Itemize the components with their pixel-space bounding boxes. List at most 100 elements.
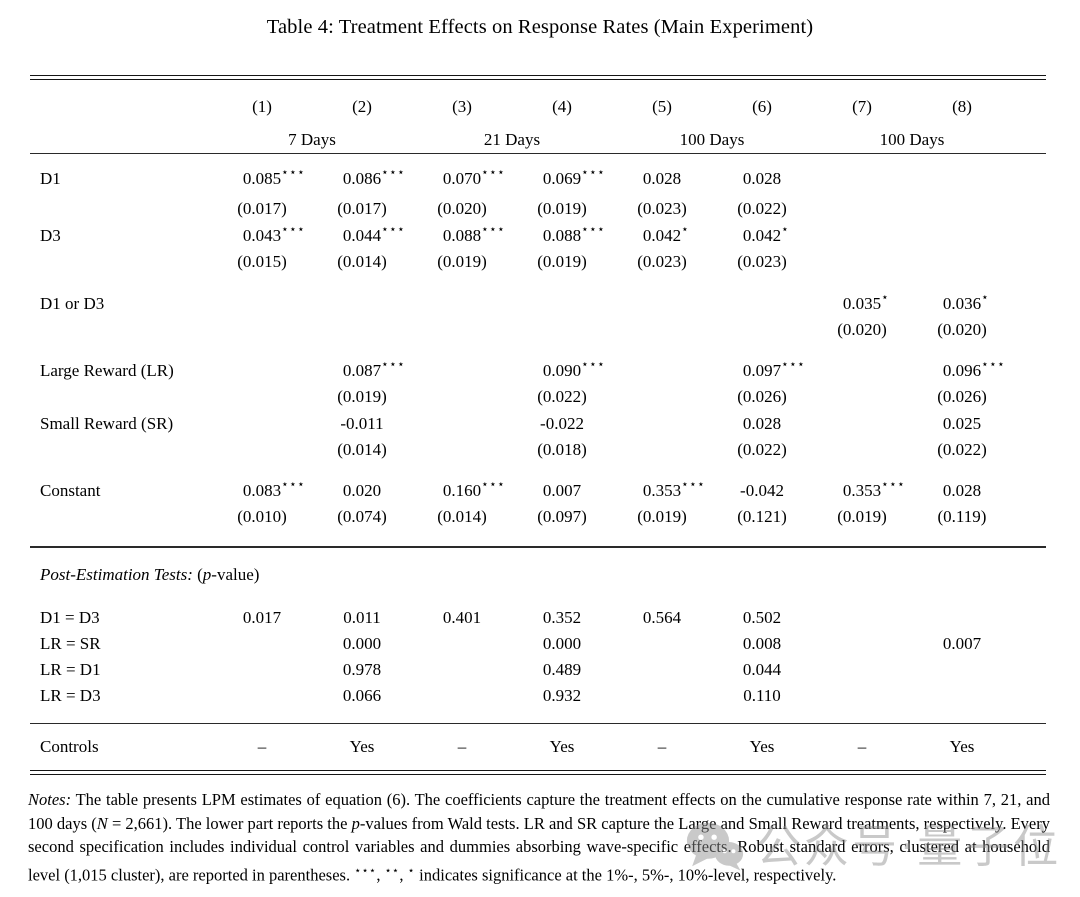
pvalue-cell: [812, 657, 912, 683]
coef-cell: [212, 290, 312, 317]
col-header: (4): [552, 97, 572, 116]
se-cell: (0.121): [737, 507, 787, 526]
se-cell: [712, 317, 812, 343]
coef-cell: 0.353 ⋆⋆⋆: [842, 476, 906, 500]
row-label: D1 = D3: [40, 607, 100, 627]
coef-cell: [612, 410, 712, 437]
se-cell: (0.020): [437, 199, 487, 218]
coef-cell: 0.083 ⋆⋆⋆: [242, 476, 306, 500]
se-cell: (0.097): [537, 507, 587, 526]
coef-cell: 0.007: [542, 480, 582, 500]
se-cell: (0.023): [737, 252, 787, 271]
table-row: (0.015) (0.014) (0.019) (0.019) (0.023) …: [30, 249, 1046, 275]
controls-row: Controls – Yes – Yes – Yes – Yes: [30, 724, 1046, 770]
pvalue-cell: 0.066: [342, 685, 382, 705]
se-cell: (0.074): [337, 507, 387, 526]
se-cell: [812, 249, 912, 275]
pvalue-cell: 0.502: [742, 607, 782, 627]
coef-cell: 0.088 ⋆⋆⋆: [442, 221, 506, 245]
regression-table: (1) (2) (3) (4) (5) (6) (7) (8) 7 Days 2…: [30, 75, 1046, 775]
coef-cell: 0.097 ⋆⋆⋆: [742, 356, 806, 380]
se-cell: [912, 196, 1012, 222]
col-header: (5): [652, 97, 672, 116]
table-row: Small Reward (SR) -0.011 -0.022 0.028 0.…: [30, 410, 1046, 437]
page-title: Table 4: Treatment Effects on Response R…: [266, 16, 814, 38]
pvalue-cell: [812, 605, 912, 631]
spacer-row: [30, 593, 1046, 605]
coef-cell: 0.035 ⋆: [842, 289, 890, 313]
se-cell: [912, 249, 1012, 275]
row-label: D1: [40, 168, 61, 188]
se-cell: [612, 384, 712, 410]
coef-cell: [912, 222, 1012, 249]
header-filler: [1012, 126, 1046, 154]
controls-cell: Yes: [349, 737, 375, 756]
se-cell: (0.022): [937, 440, 987, 459]
se-cell: [212, 437, 312, 463]
se-cell: [412, 317, 512, 343]
col-header: (3): [452, 97, 472, 116]
coef-cell: [712, 290, 812, 317]
controls-cell: –: [457, 737, 467, 756]
se-cell: (0.014): [437, 507, 487, 526]
coef-cell: 0.042 ⋆: [742, 221, 790, 245]
spacer-row: [30, 275, 1046, 290]
pvalue-cell: [412, 631, 512, 657]
table-row: Constant 0.083 ⋆⋆⋆ 0.020 0.160 ⋆⋆⋆ 0.007 0…: [30, 477, 1046, 504]
pvalue-cell: 0.044: [742, 659, 782, 679]
coef-cell: [512, 290, 612, 317]
row-label: Small Reward (SR): [40, 413, 174, 433]
pvalue-cell: [612, 683, 712, 709]
spacer-row: [30, 343, 1046, 357]
coef-cell: 0.036 ⋆: [942, 289, 990, 313]
controls-cell: –: [257, 737, 267, 756]
se-cell: (0.019): [537, 199, 587, 218]
se-cell: [512, 317, 612, 343]
se-cell: (0.026): [737, 387, 787, 406]
pvalue-cell: 0.007: [942, 633, 982, 653]
table-row: LR = SR 0.000 0.000 0.008 0.007: [30, 631, 1046, 657]
se-cell: (0.022): [737, 440, 787, 459]
se-cell: (0.019): [637, 507, 687, 526]
table-notes: Notes: The table presents LPM estimates …: [28, 790, 1050, 885]
coef-cell: 0.160 ⋆⋆⋆: [442, 476, 506, 500]
pvalue-cell: 0.489: [542, 659, 582, 679]
coef-cell: [212, 357, 312, 384]
se-cell: (0.019): [837, 507, 887, 526]
row-label: Controls: [40, 737, 99, 756]
row-label: Constant: [40, 480, 101, 500]
coef-cell: -0.011: [340, 413, 384, 433]
section-rule: [30, 709, 1046, 724]
se-cell: [612, 317, 712, 343]
stars-1: ⋆: [407, 863, 416, 877]
col-header: (2): [352, 97, 372, 116]
pvalue-cell: [412, 657, 512, 683]
se-cell: (0.014): [337, 252, 387, 271]
coef-cell: 0.028: [742, 168, 782, 188]
table-row: D1 = D3 0.017 0.011 0.401 0.352 0.564 0.…: [30, 605, 1046, 631]
table-row: (0.017) (0.017) (0.020) (0.019) (0.023) …: [30, 196, 1046, 222]
coef-cell: [312, 290, 412, 317]
table-row: (0.020) (0.020): [30, 317, 1046, 343]
coef-cell: [812, 154, 912, 197]
se-cell: (0.019): [337, 387, 387, 406]
coef-cell: -0.042: [740, 480, 784, 500]
coef-cell: 0.096 ⋆⋆⋆: [942, 356, 1006, 380]
coef-cell: [812, 410, 912, 437]
pvalue-cell: 0.352: [542, 607, 582, 627]
controls-cell: Yes: [549, 737, 575, 756]
pvalue-cell: 0.017: [242, 607, 282, 627]
coef-cell: -0.022: [540, 413, 584, 433]
coef-cell: [412, 290, 512, 317]
pvalue-cell: [912, 657, 1012, 683]
se-cell: (0.014): [337, 440, 387, 459]
pvalue-cell: 0.978: [342, 659, 382, 679]
coef-cell: [612, 290, 712, 317]
se-cell: [412, 384, 512, 410]
pvalue-cell: [612, 657, 712, 683]
pvalue-cell: [412, 683, 512, 709]
se-cell: (0.022): [537, 387, 587, 406]
controls-cell: Yes: [949, 737, 975, 756]
coef-cell: 0.025: [942, 413, 982, 433]
coef-cell: 0.087 ⋆⋆⋆: [342, 356, 406, 380]
